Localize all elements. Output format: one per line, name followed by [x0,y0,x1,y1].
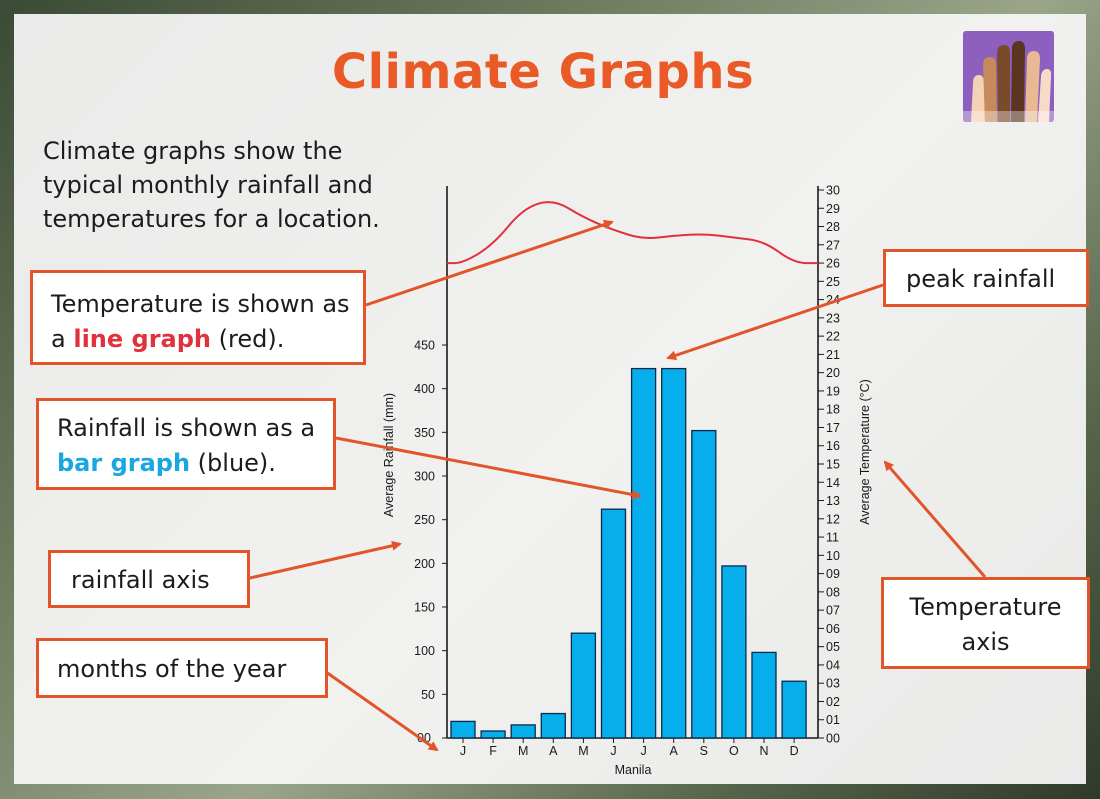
temperature-tick-label: 16 [826,439,840,453]
intro-text: Climate graphs show the typical monthly … [43,137,380,233]
rainfall-bar [691,429,717,739]
month-tick-label: O [729,744,739,758]
temperature-tick-label: 07 [826,604,840,618]
rainfall-bar [540,712,566,739]
rainfall-callout-prefix: Rainfall is shown as a [57,414,316,442]
month-tick-label: F [489,744,497,758]
temperature-tick-label: 03 [826,677,840,691]
rainfall-bars [450,367,807,739]
page-title: Climate Graphs [331,44,755,100]
rainfall-bar [661,367,687,739]
rainfall-bar [600,508,627,739]
month-tick-label: S [700,744,708,758]
temperature-tick-label: 04 [826,658,840,672]
rainfall-callout-highlight: bar graph [57,449,191,477]
temperature-axis-callout: Temperature axis [881,577,1090,669]
month-tick-label: A [549,744,558,758]
rainfall-bar [721,565,747,739]
rainfall-bar [570,632,597,739]
rainfall-callout: Rainfall is shown as a bar graph (blue). [36,398,336,490]
temperature-tick-label: 06 [826,622,840,636]
temperature-axis-callout-label: Temperature axis [909,593,1062,656]
temperature-tick-label: 26 [826,257,840,271]
temperature-tick-label: 08 [826,585,840,599]
rainfall-tick-label: 400 [414,382,435,396]
month-tick-label: A [670,744,679,758]
rainfall-axis-arrow [249,540,402,580]
peak-rainfall-arrow [666,283,884,361]
rainfall-tick-label: 100 [414,644,435,658]
temperature-tick-label: 19 [826,384,840,398]
temperature-tick-label: 17 [826,421,840,435]
temperature-callout-suffix: (red). [211,325,285,353]
temperature-tick-label: 12 [826,512,840,526]
months-arrow [325,670,439,752]
temperature-tick-label: 05 [826,640,840,654]
month-tick-label: J [640,744,646,758]
temperature-tick-label: 20 [826,366,840,380]
rainfall-tick-label: 300 [414,470,435,484]
temperature-tick-label: 11 [826,531,839,545]
temperature-callout-prefix: Temperature is shown as a [51,290,350,353]
temperature-tick-label: 21 [826,348,840,362]
rainfall-axis-callout: rainfall axis [48,550,250,608]
rainfall-axis-callout-label: rainfall axis [71,566,210,594]
temperature-tick-label: 28 [826,220,840,234]
temperature-tick-label: 22 [826,330,840,344]
temperature-line-path [446,201,818,265]
temperature-axis-arrow [883,460,987,578]
temperature-callout: Temperature is shown as a line graph (re… [30,270,366,365]
rainfall-bar [510,724,536,739]
month-tick-label: J [610,744,616,758]
temperature-tick-label: 23 [826,311,840,325]
rainfall-arrow [335,436,642,500]
rainfall-tick-label: 50 [421,688,435,702]
rainfall-bar [630,367,657,739]
months-callout-label: months of the year [57,655,287,683]
temperature-tick-label: 29 [826,202,840,216]
rainfall-bar [450,720,476,739]
y-axis-label: Average Rainfall (mm) [382,393,396,517]
temperature-line [446,201,818,265]
rainfall-tick-label: 150 [414,601,435,615]
rainfall-tick-label: 350 [414,426,435,440]
temperature-tick-label: 13 [826,494,840,508]
rainfall-tick-label: 450 [414,339,435,353]
rainfall-bar [751,651,777,739]
rainfall-bar [480,730,506,739]
raised-hands-logo-icon [963,31,1054,122]
months-callout: months of the year [36,638,328,698]
rainfall-tick-label: 200 [414,557,435,571]
month-tick-label: M [578,744,588,758]
temperature-tick-label: 25 [826,275,840,289]
callout-arrows [249,219,987,752]
month-tick-label: M [518,744,528,758]
rainfall-bar [781,680,807,739]
month-tick-label: J [460,744,466,758]
temperature-tick-label: 10 [826,549,840,563]
rainfall-tick-label: 250 [414,513,435,527]
y2-axis-label: Average Temperature (°C) [858,379,872,525]
peak-rainfall-callout: peak rainfall [883,249,1089,307]
temperature-tick-label: 18 [826,403,840,417]
temperature-callout-highlight: line graph [73,325,211,353]
temperature-tick-label: 15 [826,458,840,472]
x-axis-label: Manila [615,763,652,777]
temperature-tick-label: 30 [826,184,840,198]
temperature-tick-label: 02 [826,695,840,709]
rainfall-callout-suffix: (blue). [190,449,276,477]
temperature-tick-label: 14 [826,476,840,490]
peak-rainfall-callout-label: peak rainfall [906,265,1056,293]
month-tick-label: D [790,744,799,758]
temperature-arrow [365,219,614,307]
temperature-tick-label: 00 [826,732,840,746]
temperature-tick-label: 09 [826,567,840,581]
month-tick-label: N [759,744,768,758]
temperature-tick-label: 27 [826,238,840,252]
temperature-tick-label: 01 [826,713,840,727]
